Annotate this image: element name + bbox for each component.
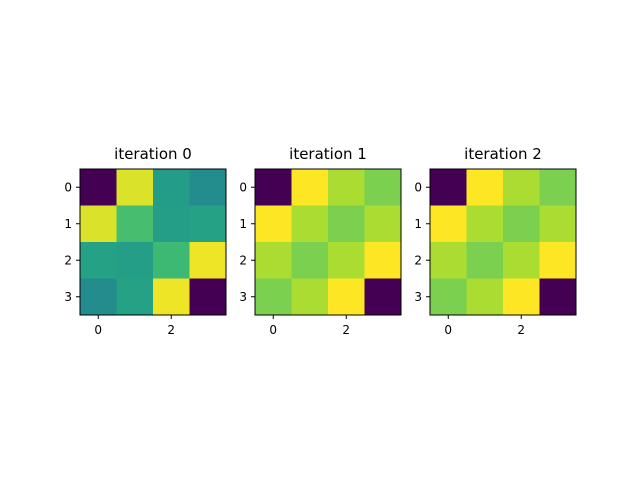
- heatmap-cell-2-3-3: [539, 278, 577, 316]
- heatmap-cell-2-3-2: [503, 278, 540, 316]
- y-tick-label-0-3: 3: [64, 290, 72, 304]
- heatmap-cell-0-0-3: [189, 169, 227, 206]
- axes-frame-0: [79, 168, 227, 316]
- heatmap-cell-2-3-0: [430, 278, 467, 316]
- heatmap-cell-0-0-2: [153, 169, 190, 206]
- heatmap-cell-1-2-2: [328, 242, 365, 279]
- y-tick-label-1-2: 2: [239, 253, 247, 267]
- heatmap-cell-1-3-2: [328, 278, 365, 316]
- heatmap-cell-2-3-1: [466, 278, 504, 316]
- heatmap-cell-1-2-3: [364, 242, 402, 279]
- heatmap-cell-2-2-1: [466, 242, 504, 279]
- heatmap-cell-0-2-0: [80, 242, 117, 279]
- heatmap-cell-2-2-0: [430, 242, 467, 279]
- heatmap-cell-0-1-2: [153, 205, 190, 243]
- axes-frame-1: [254, 168, 402, 316]
- heatmap-cell-0-3-3: [189, 278, 227, 316]
- heatmap-cell-2-0-0: [430, 169, 467, 206]
- heatmap-cell-0-0-0: [80, 169, 117, 206]
- x-tick-label-2-1: 2: [517, 323, 525, 337]
- heatmap-cell-1-0-0: [255, 169, 292, 206]
- heatmap-cell-0-0-1: [116, 169, 154, 206]
- x-tick-label-0-1: 2: [167, 323, 175, 337]
- y-tick-label-1-3: 3: [239, 290, 247, 304]
- y-tick-label-1-0: 0: [239, 180, 247, 194]
- heatmap-cell-0-2-2: [153, 242, 190, 279]
- heatmap-cell-2-1-2: [503, 205, 540, 243]
- heatmap-cell-2-0-1: [466, 169, 504, 206]
- panel-title-1: iteration 1: [289, 145, 367, 163]
- heatmap-cell-1-0-2: [328, 169, 365, 206]
- y-tick-label-2-1: 1: [414, 217, 422, 231]
- heatmap-cell-1-1-1: [291, 205, 329, 243]
- heatmap-cell-1-0-1: [291, 169, 329, 206]
- heatmap-cell-0-1-1: [116, 205, 154, 243]
- x-tick-label-0-0: 0: [94, 323, 102, 337]
- heatmap-cell-2-1-3: [539, 205, 577, 243]
- y-tick-label-2-3: 3: [414, 290, 422, 304]
- heatmap-cell-1-1-3: [364, 205, 402, 243]
- axes-frame-2: [429, 168, 577, 316]
- heatmap-cell-1-1-2: [328, 205, 365, 243]
- heatmap-cell-1-2-0: [255, 242, 292, 279]
- heatmap-cell-0-3-1: [116, 278, 154, 316]
- y-tick-label-2-2: 2: [414, 253, 422, 267]
- heatmap-cell-1-1-0: [255, 205, 292, 243]
- heatmap-cell-1-3-1: [291, 278, 329, 316]
- x-tick-label-1-0: 0: [269, 323, 277, 337]
- y-tick-label-0-1: 1: [64, 217, 72, 231]
- heatmap-cell-0-2-3: [189, 242, 227, 279]
- y-tick-label-0-2: 2: [64, 253, 72, 267]
- heatmap-cell-2-0-2: [503, 169, 540, 206]
- panel-title-0: iteration 0: [114, 145, 192, 163]
- heatmap-cell-0-1-3: [189, 205, 227, 243]
- heatmap-cell-1-2-1: [291, 242, 329, 279]
- heatmap-cell-0-3-0: [80, 278, 117, 316]
- heatmap-cell-0-3-2: [153, 278, 190, 316]
- heatmap-cell-0-1-0: [80, 205, 117, 243]
- x-tick-label-2-0: 0: [444, 323, 452, 337]
- y-tick-label-0-0: 0: [64, 180, 72, 194]
- panel-title-2: iteration 2: [464, 145, 542, 163]
- heatmap-cell-2-1-1: [466, 205, 504, 243]
- heatmap-cell-2-2-3: [539, 242, 577, 279]
- y-tick-label-1-1: 1: [239, 217, 247, 231]
- heatmap-cell-0-2-1: [116, 242, 154, 279]
- heatmap-cell-1-3-3: [364, 278, 402, 316]
- heatmap-cell-2-2-2: [503, 242, 540, 279]
- x-tick-label-1-1: 2: [342, 323, 350, 337]
- heatmap-cell-1-0-3: [364, 169, 402, 206]
- heatmap-cell-2-1-0: [430, 205, 467, 243]
- heatmap-cell-2-0-3: [539, 169, 577, 206]
- heatmap-cell-1-3-0: [255, 278, 292, 316]
- y-tick-label-2-0: 0: [414, 180, 422, 194]
